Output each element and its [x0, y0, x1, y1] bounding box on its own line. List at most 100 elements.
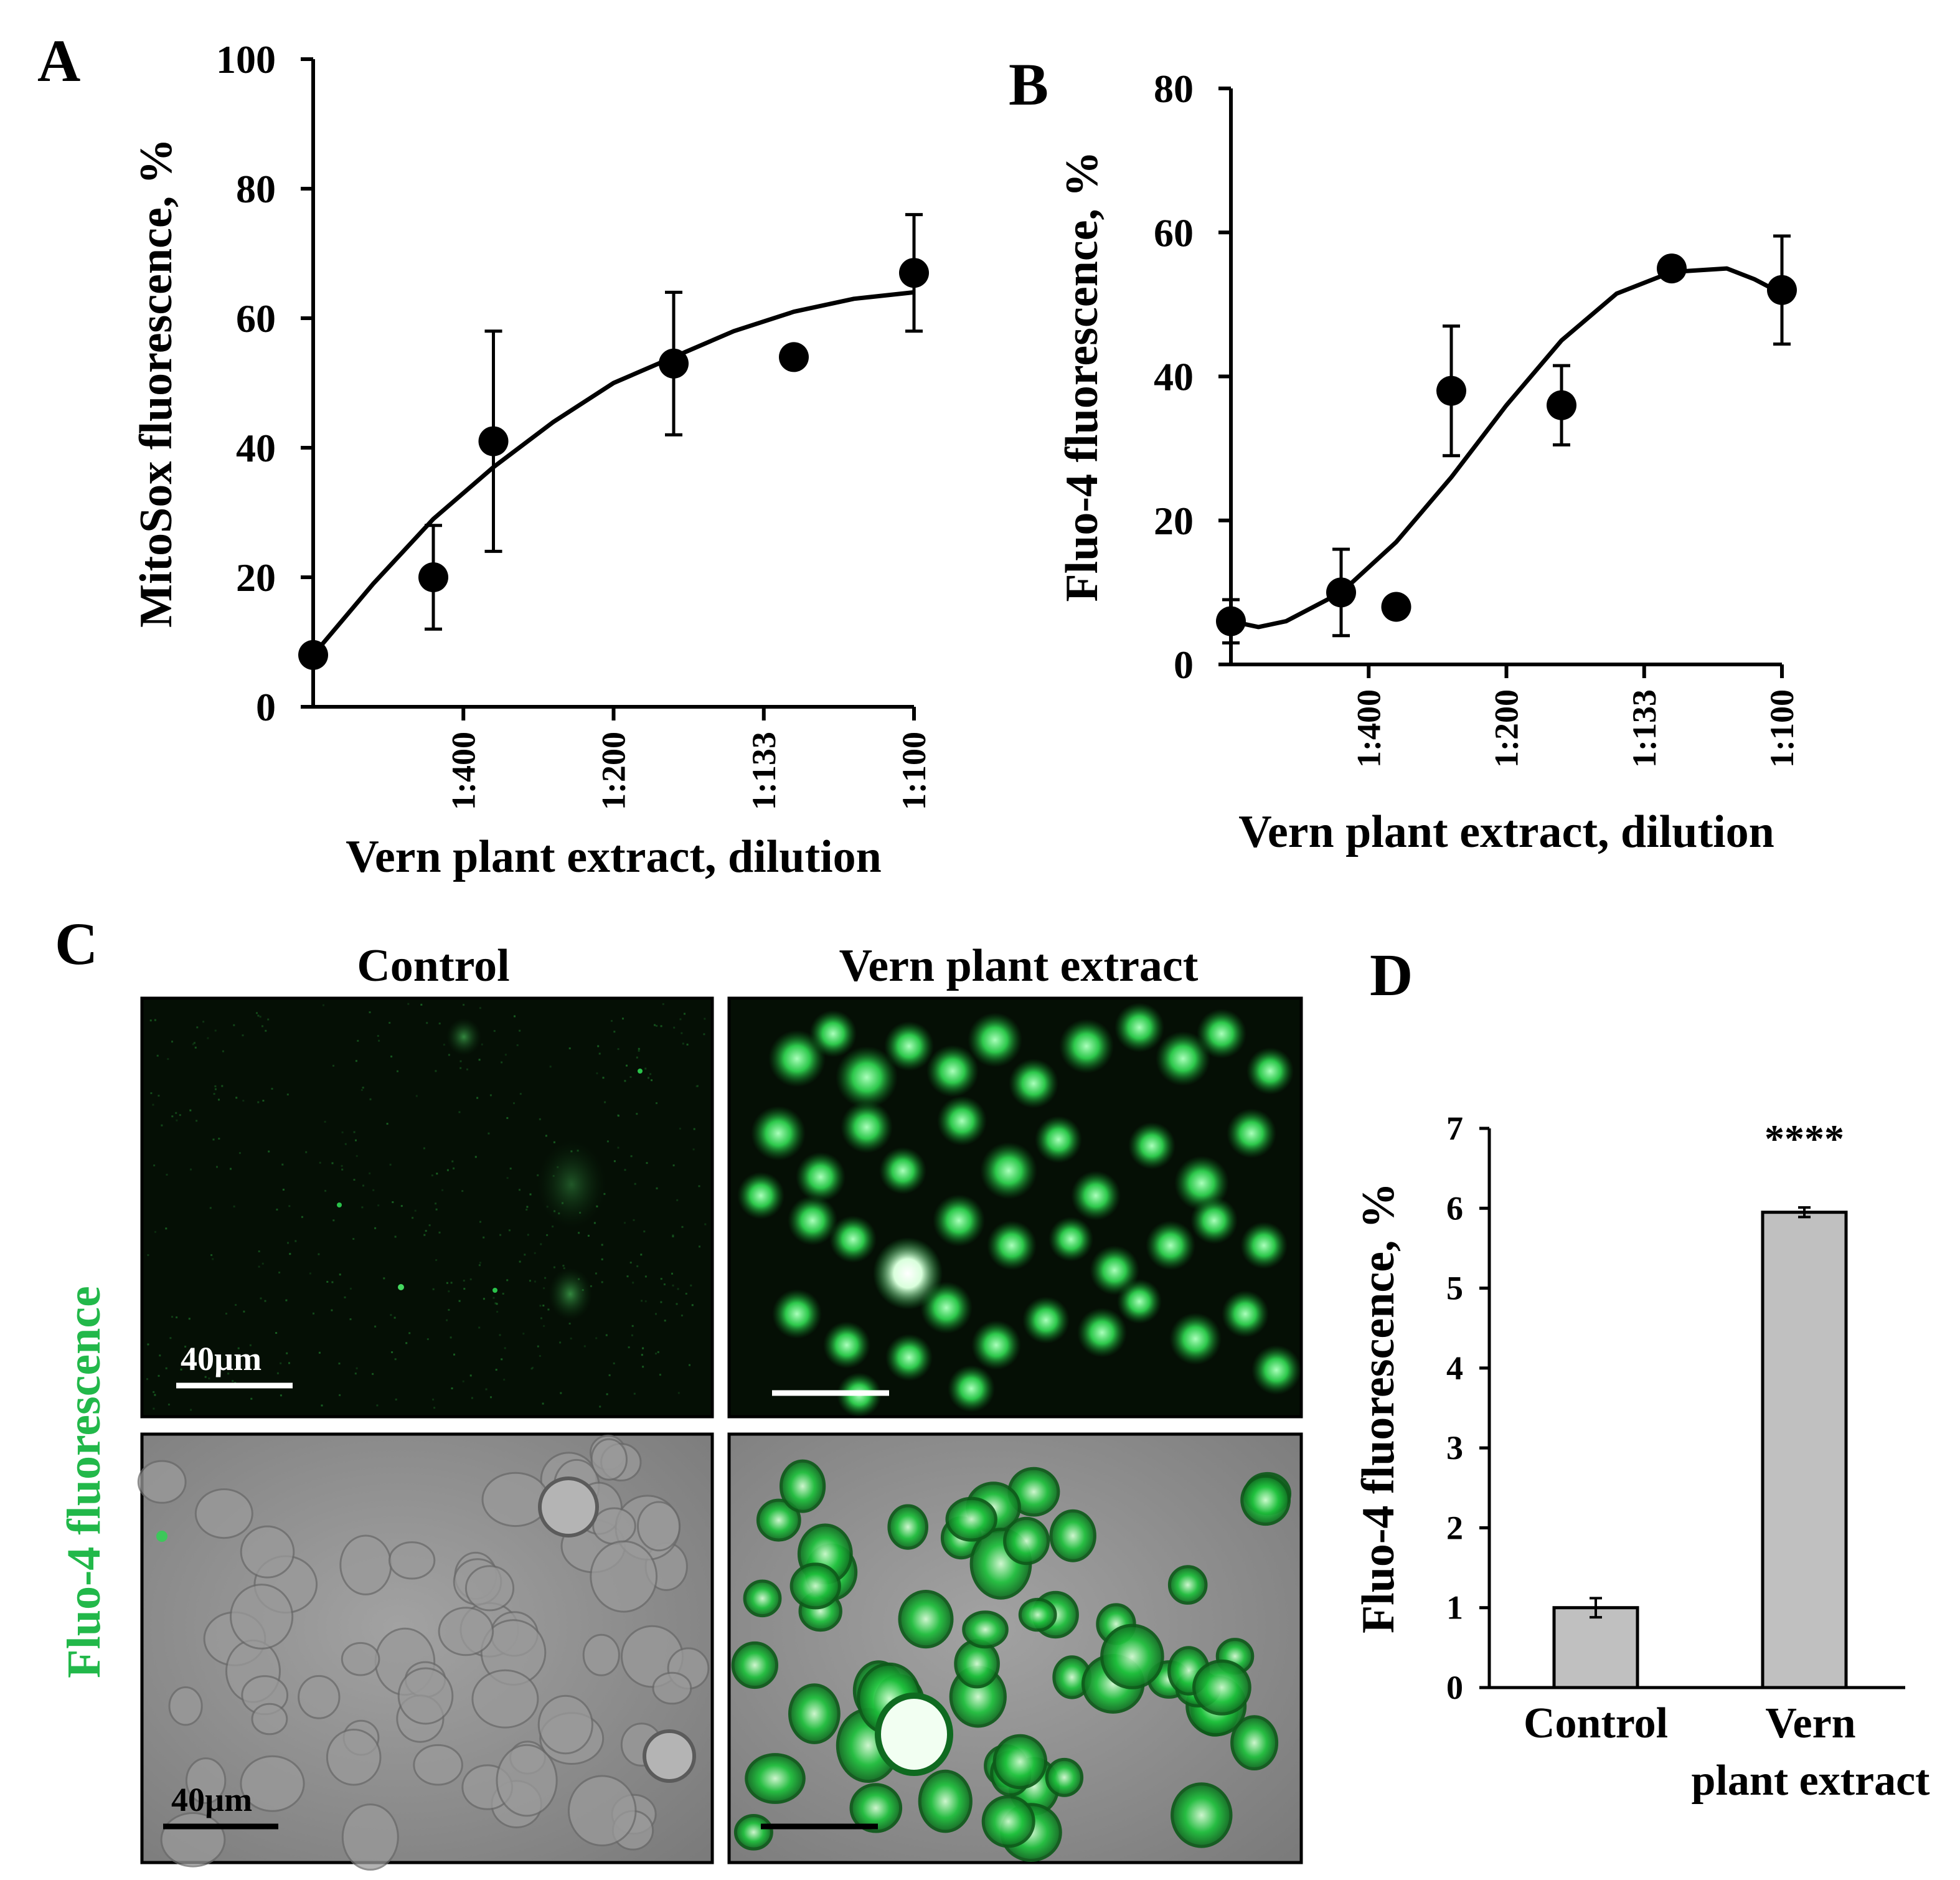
noise-dot [519, 1093, 522, 1095]
noise-dot [646, 1162, 648, 1164]
noise-dot [648, 1077, 649, 1079]
noise-dot [146, 1378, 148, 1381]
noise-dot [389, 1163, 392, 1166]
noise-dot [547, 1308, 550, 1311]
noise-dot [651, 1079, 653, 1082]
noise-dot [613, 1031, 616, 1033]
noise-dot [326, 1280, 329, 1283]
noise-dot [610, 1019, 613, 1022]
noise-dot [453, 1353, 455, 1356]
noise-dot [682, 1042, 684, 1045]
noise-dot [193, 1042, 196, 1044]
noise-dot [542, 1305, 545, 1306]
noise-dot [519, 1260, 521, 1263]
fluorescent-cell [788, 1196, 837, 1245]
noise-dot [184, 1346, 187, 1348]
fluorescent-cell [1190, 1197, 1238, 1244]
noise-dot [341, 1131, 344, 1133]
noise-dot [539, 1118, 541, 1120]
noise-dot [353, 1131, 356, 1133]
fluorescent-cell [1146, 1221, 1195, 1270]
noise-dot [679, 1127, 681, 1130]
noise-dot [216, 1166, 218, 1168]
noise-dot [483, 1236, 485, 1239]
fluorescent-cell [772, 1289, 822, 1339]
noise-dot [426, 1338, 429, 1340]
noise-dot [176, 1316, 178, 1318]
stained-cell [1003, 1516, 1050, 1566]
y-tick-label: 0 [1446, 1669, 1463, 1706]
y-tick-label: 4 [1446, 1349, 1463, 1387]
noise-dot [222, 1050, 224, 1052]
x-tick-label: 1:100 [1763, 689, 1801, 768]
noise-dot [433, 1407, 436, 1409]
y-tick-label: 5 [1446, 1270, 1463, 1307]
noise-dot [374, 1227, 377, 1229]
noise-dot [149, 1019, 152, 1022]
fluorescent-cell [1246, 1047, 1294, 1095]
noise-dot [453, 1167, 455, 1169]
noise-dot [179, 1114, 181, 1117]
noise-dot [450, 1336, 452, 1339]
noise-dot [260, 1297, 262, 1300]
stained-cell [1045, 1757, 1084, 1797]
noise-dot [355, 1060, 357, 1062]
y-tick-label: 80 [1154, 67, 1194, 111]
noise-dot [362, 1184, 364, 1187]
chart-d-bar: 0 1 2 3 4 5 6 7 Fluo-4 fluorescence, % Control Ver… [1353, 1110, 1929, 1805]
stained-cell [1240, 1474, 1291, 1526]
noise-dot [613, 1160, 616, 1163]
data-point [478, 426, 509, 456]
noise-dot [376, 1404, 379, 1407]
noise-dot [524, 1254, 526, 1256]
y-axis-title: MitoSox fluorescence, % [131, 138, 182, 628]
noise-dot [659, 1374, 661, 1376]
noise-dot [695, 1085, 698, 1087]
noise-dot [458, 1111, 461, 1113]
noise-dot [294, 1240, 297, 1242]
col-title-control: Control [357, 940, 509, 991]
stained-cell [981, 1795, 1035, 1848]
noise-dot [227, 1372, 230, 1375]
noise-dot [502, 1293, 504, 1295]
noise-dot [264, 1300, 266, 1302]
data-point [298, 640, 328, 670]
noise-dot [213, 1093, 215, 1095]
noise-dot [389, 1022, 391, 1024]
noise-dot [519, 1029, 521, 1032]
noise-dot [339, 1273, 341, 1276]
noise-dot [543, 1287, 545, 1290]
noise-dot [490, 1396, 492, 1399]
noise-dot [153, 1164, 156, 1166]
noise-dot [676, 1199, 679, 1201]
noise-dot [608, 1374, 611, 1376]
panel-label-c: C [55, 910, 98, 977]
noise-dot [629, 1076, 632, 1078]
noise-dot [506, 1177, 509, 1179]
noise-dot [622, 1018, 624, 1020]
noise-dot [175, 1112, 177, 1114]
noise-dot [488, 1132, 490, 1135]
noise-dot [516, 1044, 519, 1046]
noise-dot [626, 1064, 628, 1067]
noise-dot [679, 1018, 682, 1021]
fluorescent-cell [926, 1045, 979, 1097]
fluorescent-cell [1022, 1297, 1070, 1344]
noise-dot [275, 1332, 278, 1334]
y-tick-label: 60 [1154, 210, 1194, 255]
noise-dot [593, 1222, 596, 1224]
category-label: Vern [1765, 1699, 1855, 1747]
noise-dot [458, 1300, 461, 1302]
noise-dot [261, 1025, 263, 1027]
noise-dot [230, 1168, 232, 1170]
noise-dot [545, 1135, 547, 1137]
noise-dot [628, 1346, 630, 1349]
noise-dot [613, 1362, 615, 1364]
noise-dot [459, 1067, 462, 1069]
noise-dot [349, 1318, 352, 1320]
noise-dot [471, 1397, 473, 1399]
noise-dot [165, 1367, 167, 1369]
noise-dot [638, 1049, 640, 1052]
noise-dot [655, 1313, 657, 1315]
noise-dot [660, 1025, 662, 1027]
